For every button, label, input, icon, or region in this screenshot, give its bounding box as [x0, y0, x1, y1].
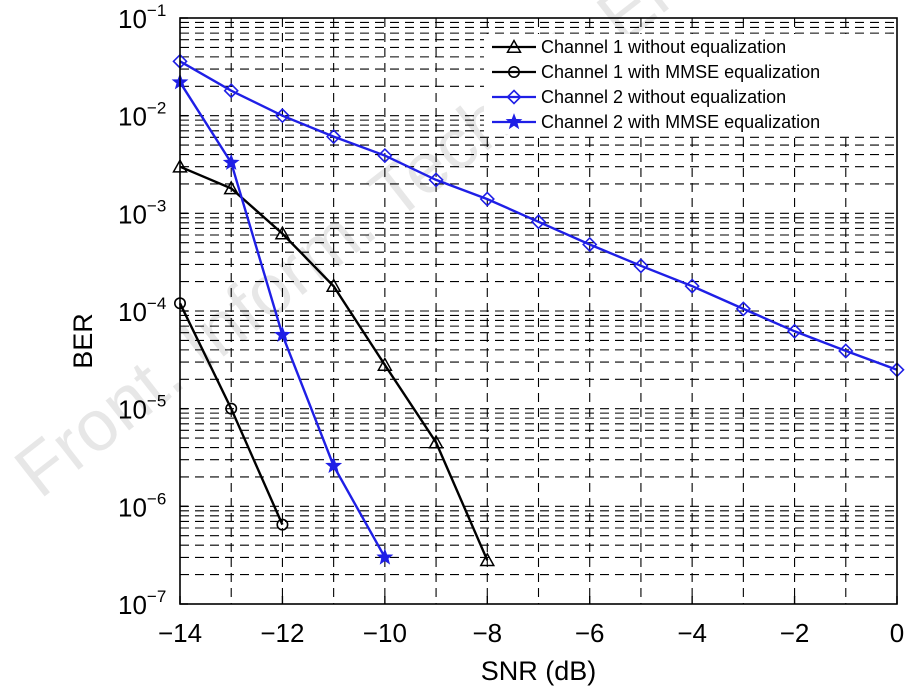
y-tick-label: 10−4 — [118, 294, 166, 327]
data-point-diamond — [582, 236, 598, 253]
series-line — [178, 302, 284, 526]
data-point-diamond — [428, 172, 444, 188]
x-tick-label: −2 — [780, 618, 810, 648]
x-tick-label: −12 — [260, 618, 304, 648]
x-tick-label: 0 — [890, 618, 904, 648]
y-tick-label: 10−1 — [118, 1, 166, 34]
data-point-triangle — [274, 225, 291, 240]
data-point-diamond — [684, 278, 700, 294]
data-point-star — [505, 113, 523, 130]
data-point-diamond — [377, 147, 393, 164]
data-point-star — [222, 153, 240, 170]
legend-entry: Channel 1 with MMSE equalization — [541, 62, 820, 82]
series-line — [179, 165, 489, 561]
y-tick-label: 10−6 — [118, 489, 166, 522]
x-tick-label: −8 — [472, 618, 502, 648]
data-point-diamond — [506, 89, 522, 105]
data-point-star — [273, 325, 291, 342]
data-point-diamond — [633, 258, 649, 274]
data-point-diamond — [326, 129, 342, 145]
series-layer — [171, 53, 905, 567]
data-point-triangle — [223, 180, 239, 195]
axis-ticks: −14 −12 −10 −8 −6 −4 −2 0 10−1 10−2 10−3 10−4 10−5 10… — [118, 1, 904, 648]
data-point-circle — [225, 402, 238, 415]
data-point-triangle — [377, 356, 393, 371]
x-tick-label: −4 — [677, 618, 707, 648]
legend-entry: Channel 2 with MMSE equalization — [541, 112, 820, 132]
x-tick-label: −6 — [575, 618, 605, 648]
data-point-diamond — [223, 83, 239, 99]
data-point-triangle — [506, 38, 522, 53]
legend: Channel 1 without equalization Channel 1 … — [484, 34, 896, 134]
data-point-diamond — [274, 108, 291, 124]
y-tick-label: 10−7 — [118, 587, 166, 620]
y-tick-label: 10−5 — [118, 392, 166, 425]
data-point-diamond — [479, 191, 495, 207]
y-axis-label: BER — [68, 313, 98, 369]
data-point-star — [376, 548, 394, 565]
data-point-triangle — [479, 552, 496, 567]
data-point-diamond — [530, 214, 547, 230]
data-point-triangle — [325, 278, 342, 293]
x-tick-label: −14 — [158, 618, 202, 648]
x-axis-label: SNR (dB) — [481, 656, 597, 686]
data-point-star — [325, 456, 343, 473]
y-tick-label: 10−2 — [118, 99, 166, 132]
x-tick-label: −10 — [363, 618, 407, 648]
data-point-circle — [507, 66, 520, 79]
series-line — [179, 60, 898, 371]
data-point-diamond — [735, 301, 751, 317]
legend-box — [484, 34, 896, 134]
y-tick-label: 10−3 — [118, 196, 166, 229]
data-point-triangle — [428, 434, 444, 449]
data-point-circle — [276, 518, 289, 531]
data-point-diamond — [786, 323, 803, 339]
legend-entry: Channel 1 without equalization — [541, 37, 786, 57]
legend-entry: Channel 2 without equalization — [541, 87, 786, 107]
data-point-diamond — [838, 343, 854, 359]
